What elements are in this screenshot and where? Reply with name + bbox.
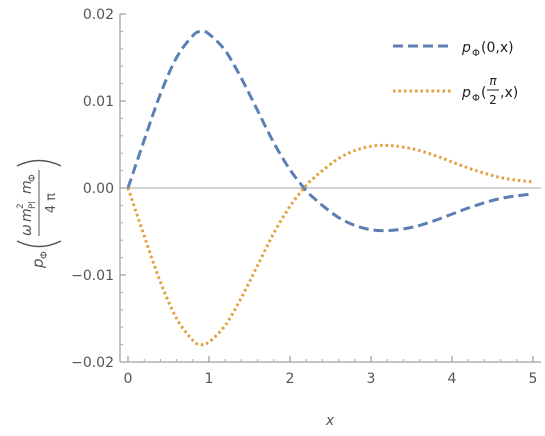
- plot-frame: [119, 14, 541, 363]
- y-tick-label: 0.00: [83, 181, 114, 197]
- x-tick-label: 3: [367, 371, 376, 387]
- y-title-left-paren: [16, 240, 62, 248]
- series-line-1: [126, 29, 534, 233]
- y-title-p-sub: Φ: [39, 251, 50, 259]
- y-title-phi-sub: Φ: [27, 174, 38, 182]
- legend-item-series-2: p Φ ( π 2 ,x): [393, 74, 518, 107]
- y-title-pl-sup: 2: [16, 203, 26, 209]
- legend: p Φ (0,x) p Φ ( π 2 ,x): [393, 40, 518, 107]
- y-axis-title: p Φ ω m 2 Pl m Φ 4 π: [16, 159, 62, 269]
- x-tick-label: 4: [448, 371, 457, 387]
- y-title-omega: ω: [19, 224, 35, 236]
- y-title-pl-sub: Pl: [28, 201, 38, 209]
- legend-label-series-1-args: (0,x): [481, 40, 514, 56]
- x-tick-label: 5: [529, 371, 538, 387]
- legend-label-series-2-p: p: [461, 85, 471, 101]
- x-tick-label: 0: [124, 371, 133, 387]
- x-ticks: 0 1 2 3 4 5: [124, 356, 538, 387]
- y-tick-label: 0.01: [83, 94, 114, 110]
- y-title-m1: m: [19, 208, 35, 222]
- y-title-p: p: [29, 258, 47, 269]
- legend-label-series-2-frac-num: π: [489, 74, 497, 88]
- y-tick-label: 0.02: [83, 7, 114, 23]
- legend-label-series-2-frac-den: 2: [489, 93, 497, 107]
- legend-label-series-2-args: ,x): [500, 85, 518, 101]
- x-axis-title: x: [325, 413, 335, 429]
- series-layer: [126, 29, 534, 347]
- y-tick-label: −0.02: [71, 355, 114, 371]
- x-tick-label: 2: [286, 371, 295, 387]
- legend-label-series-1-sub: Φ: [472, 48, 480, 59]
- legend-label-series-2-open: (: [481, 85, 486, 101]
- y-title-denominator: 4 π: [44, 193, 59, 213]
- legend-label-series-1-p: p: [461, 40, 471, 56]
- y-title-m2: m: [19, 180, 35, 194]
- y-ticks: 0.02 0.01 0.00 −0.01 −0.02: [71, 7, 126, 371]
- y-title-right-paren: [16, 159, 62, 167]
- y-tick-label: −0.01: [71, 268, 114, 284]
- x-tick-label: 1: [205, 371, 214, 387]
- legend-label-series-2-sub: Φ: [472, 93, 480, 104]
- series-line-2: [126, 143, 534, 347]
- legend-item-series-1: p Φ (0,x): [393, 40, 514, 59]
